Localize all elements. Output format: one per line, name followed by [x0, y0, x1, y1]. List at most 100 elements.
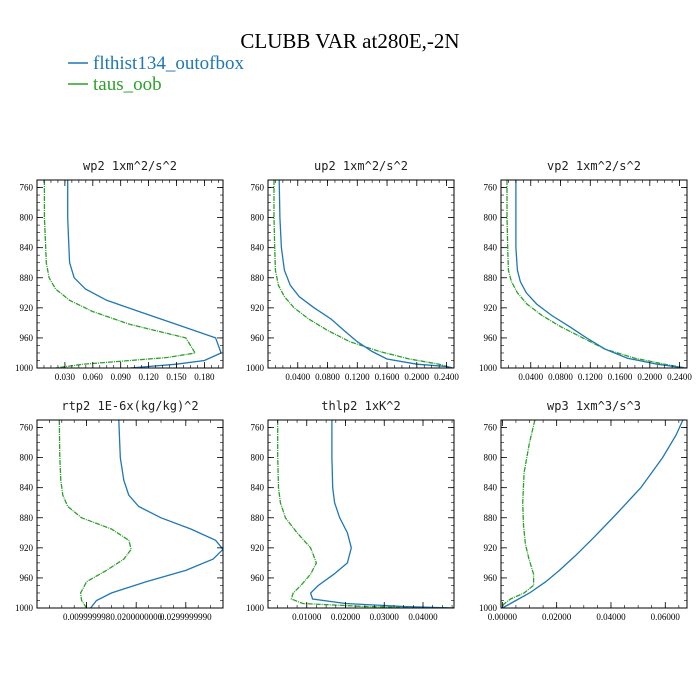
y-tick-label: 840	[20, 243, 34, 253]
y-tick-label: 920	[484, 543, 498, 553]
y-tick-label: 960	[484, 573, 498, 583]
y-tick-label: 760	[20, 183, 34, 193]
y-tick-label: 760	[484, 183, 498, 193]
legend-label-0: flthist134_outofbox	[93, 53, 244, 74]
y-tick-label: 1000	[15, 363, 34, 373]
y-tick-label: 760	[251, 423, 265, 433]
x-tick-label: 0.090	[111, 372, 132, 382]
y-tick-label: 1000	[246, 603, 265, 613]
plot-frame	[500, 419, 688, 609]
panel-5: wp3 1xm^3/s^3 760 800 840 880 920 960 10000.000…	[479, 399, 688, 622]
y-tick-label: 800	[251, 213, 265, 223]
plot-frame	[500, 179, 688, 369]
x-tick-label: 0.060	[83, 372, 104, 382]
x-tick-label: 0.06000	[651, 612, 681, 622]
x-tick-label: 0.1600	[375, 372, 400, 382]
panel-title: up2 1xm^2/s^2	[314, 159, 408, 173]
y-tick-label: 800	[20, 453, 34, 463]
y-tick-label: 1000	[15, 603, 34, 613]
panels: wp2 1xm^2/s^2 760 800 840 880 920 960 1000 0.030…	[15, 159, 692, 622]
series-line-taus_oob	[506, 180, 686, 368]
plot-frame	[36, 419, 224, 609]
panel-3: rtp2 1E-6x(kg/kg)^2 760 800 840 880 920 960 100…	[15, 399, 224, 622]
legend: flthist134_outofbox taus_oob	[68, 53, 244, 95]
x-tick-label: 0.2400	[434, 372, 459, 382]
y-tick-label: 920	[484, 303, 498, 313]
series-line-flthist134_outofbox	[67, 180, 222, 368]
x-tick-label: 0.02000	[542, 612, 572, 622]
x-tick-label: 0.180	[194, 372, 215, 382]
x-tick-label: 0.2000	[637, 372, 662, 382]
panel-title: thlp2 1xK^2	[321, 399, 400, 413]
y-tick-label: 800	[251, 453, 265, 463]
y-tick-label: 880	[20, 513, 34, 523]
series-line-taus_oob	[277, 420, 454, 608]
x-tick-label: 0.04000	[408, 612, 438, 622]
panel-title: wp2 1xm^2/s^2	[83, 159, 177, 173]
y-tick-label: 880	[484, 273, 498, 283]
y-tick-label: 760	[251, 183, 265, 193]
x-tick-label: 0.1600	[608, 372, 633, 382]
x-tick-label: 0.00000	[488, 612, 518, 622]
y-tick-label: 920	[251, 303, 265, 313]
panel-4: thlp2 1xK^2 760 800 840 880 920 960 1000 0.01000…	[246, 399, 455, 622]
x-tick-label: 0.04000	[596, 612, 626, 622]
x-tick-label: 0.01000	[292, 612, 322, 622]
y-tick-label: 880	[251, 273, 265, 283]
x-tick-label: 0.0400	[518, 372, 543, 382]
y-tick-label: 880	[20, 273, 34, 283]
y-tick-label: 960	[251, 333, 265, 343]
series-line-flthist134_outofbox	[309, 420, 454, 608]
y-tick-label: 880	[251, 513, 265, 523]
y-tick-label: 920	[20, 543, 34, 553]
panel-1: up2 1xm^2/s^2 760 800 840 880 920 960 1000 0.040…	[246, 159, 459, 382]
y-tick-label: 1000	[479, 603, 498, 613]
x-tick-label: 0.0400	[285, 372, 310, 382]
y-tick-label: 800	[484, 453, 498, 463]
x-tick-label: 0.0800	[315, 372, 340, 382]
x-tick-label: 0.2400	[667, 372, 692, 382]
y-tick-label: 960	[484, 333, 498, 343]
legend-label-1: taus_oob	[93, 74, 162, 95]
x-tick-label: 0.120	[138, 372, 159, 382]
y-tick-label: 880	[484, 513, 498, 523]
panel-0: wp2 1xm^2/s^2 760 800 840 880 920 960 1000 0.030…	[15, 159, 224, 382]
series-line-taus_oob	[273, 180, 453, 368]
plot-frame	[267, 419, 455, 609]
series-line-taus_oob	[58, 420, 132, 608]
y-tick-label: 840	[251, 483, 265, 493]
plot-frame	[267, 179, 455, 369]
x-tick-label: 0.009999998	[63, 612, 111, 622]
y-tick-label: 1000	[479, 363, 498, 373]
y-tick-label: 960	[20, 573, 34, 583]
x-tick-label: 0.1200	[345, 372, 370, 382]
figure-title: CLUBB VAR at280E,-2N	[240, 29, 459, 53]
y-tick-label: 760	[20, 423, 34, 433]
y-tick-label: 960	[251, 573, 265, 583]
series-line-flthist134_outofbox	[502, 420, 684, 608]
y-tick-label: 800	[484, 213, 498, 223]
plot-frame	[36, 179, 224, 369]
y-tick-label: 960	[20, 333, 34, 343]
series-line-flthist134_outofbox	[90, 420, 223, 608]
series-line-flthist134_outofbox	[515, 180, 686, 368]
series-line-flthist134_outofbox	[278, 180, 453, 368]
panel-title: wp3 1xm^3/s^3	[547, 399, 641, 413]
x-tick-label: 0.0800	[548, 372, 573, 382]
y-tick-label: 920	[20, 303, 34, 313]
series-line-taus_oob	[501, 420, 536, 608]
x-tick-label: 0.1200	[578, 372, 603, 382]
y-tick-label: 840	[251, 243, 265, 253]
y-tick-label: 840	[20, 483, 34, 493]
panel-title: vp2 1xm^2/s^2	[547, 159, 641, 173]
x-tick-label: 0.0200000000	[110, 612, 162, 622]
x-tick-label: 0.030	[55, 372, 76, 382]
x-tick-label: 0.03000	[370, 612, 400, 622]
y-tick-label: 800	[20, 213, 34, 223]
x-tick-label: 0.02000	[331, 612, 361, 622]
y-tick-label: 840	[484, 243, 498, 253]
series-line-taus_oob	[43, 180, 197, 368]
x-tick-label: 0.2000	[404, 372, 429, 382]
x-tick-label: 0.0299999990	[160, 612, 212, 622]
